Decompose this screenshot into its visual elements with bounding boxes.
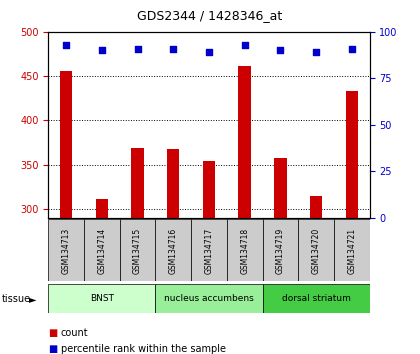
Bar	[298, 219, 334, 281]
Point	[98, 47, 105, 53]
Text: GSM134719: GSM134719	[276, 227, 285, 274]
Bar	[48, 284, 155, 313]
Text: GSM134720: GSM134720	[312, 227, 320, 274]
Text: ►: ►	[29, 294, 36, 304]
Point	[277, 47, 284, 53]
Bar	[227, 219, 262, 281]
Point	[170, 46, 177, 51]
Point	[312, 50, 319, 55]
Text: tissue: tissue	[2, 294, 31, 304]
Bar	[262, 219, 298, 281]
Text: GDS2344 / 1428346_at: GDS2344 / 1428346_at	[137, 9, 283, 22]
Text: GSM134716: GSM134716	[169, 227, 178, 274]
Bar	[203, 161, 215, 218]
Text: GSM134715: GSM134715	[133, 227, 142, 274]
Point	[206, 50, 212, 55]
Text: count: count	[61, 328, 89, 338]
Bar	[191, 219, 227, 281]
Bar	[334, 219, 370, 281]
Text: GSM134713: GSM134713	[62, 227, 71, 274]
Bar	[167, 149, 179, 218]
Bar	[346, 91, 358, 218]
Point	[134, 46, 141, 51]
Bar	[274, 158, 286, 218]
Text: ■: ■	[48, 344, 58, 354]
Bar	[310, 196, 322, 218]
Bar	[96, 199, 108, 218]
Text: GSM134714: GSM134714	[97, 227, 106, 274]
Bar	[120, 219, 155, 281]
Text: BNST: BNST	[90, 294, 114, 303]
Bar	[48, 219, 84, 281]
Bar	[60, 71, 72, 218]
Text: nucleus accumbens: nucleus accumbens	[164, 294, 254, 303]
Bar	[155, 219, 191, 281]
Bar	[239, 67, 251, 218]
Text: dorsal striatum: dorsal striatum	[282, 294, 350, 303]
Bar	[131, 148, 144, 218]
Point	[241, 42, 248, 48]
Bar	[262, 284, 370, 313]
Text: GSM134718: GSM134718	[240, 227, 249, 274]
Bar	[155, 284, 262, 313]
Point	[63, 42, 70, 48]
Text: ■: ■	[48, 328, 58, 338]
Text: GSM134717: GSM134717	[205, 227, 213, 274]
Text: percentile rank within the sample: percentile rank within the sample	[61, 344, 226, 354]
Point	[349, 46, 355, 51]
Text: GSM134721: GSM134721	[347, 227, 356, 274]
Bar	[84, 219, 120, 281]
